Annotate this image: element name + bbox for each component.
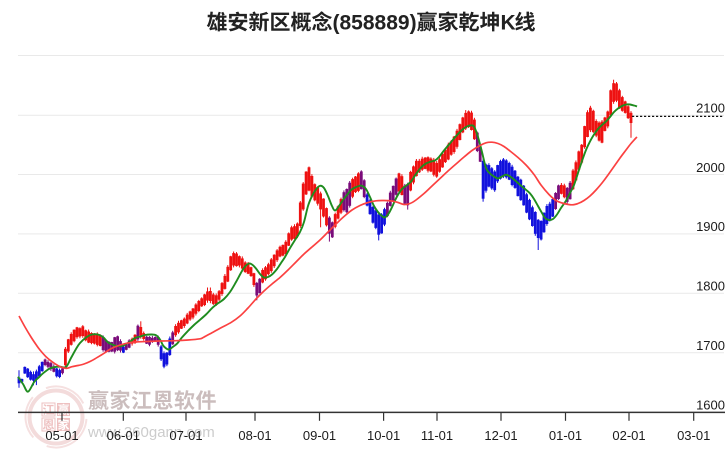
svg-text:09-01: 09-01 xyxy=(303,428,336,443)
svg-text:08-01: 08-01 xyxy=(238,428,271,443)
svg-text:01-01: 01-01 xyxy=(549,428,582,443)
svg-text:1900: 1900 xyxy=(696,219,725,234)
svg-text:1800: 1800 xyxy=(696,279,725,294)
svg-text:K: K xyxy=(501,12,516,35)
svg-text:2000: 2000 xyxy=(696,160,725,175)
svg-text:1700: 1700 xyxy=(696,338,725,353)
svg-text:10-01: 10-01 xyxy=(367,428,400,443)
svg-text:11-01: 11-01 xyxy=(421,428,453,443)
svg-text:www.360gann.com: www.360gann.com xyxy=(87,424,215,441)
svg-text:03-01: 03-01 xyxy=(677,428,710,443)
svg-text:05-01: 05-01 xyxy=(45,428,78,443)
svg-text:07-01: 07-01 xyxy=(169,428,202,443)
svg-text:02-01: 02-01 xyxy=(612,428,645,443)
svg-text:06-01: 06-01 xyxy=(107,428,140,443)
svg-text:1600: 1600 xyxy=(696,398,725,413)
svg-text:(858889): (858889) xyxy=(333,12,417,35)
svg-text:12-01: 12-01 xyxy=(484,428,517,443)
svg-text:2100: 2100 xyxy=(696,101,725,116)
